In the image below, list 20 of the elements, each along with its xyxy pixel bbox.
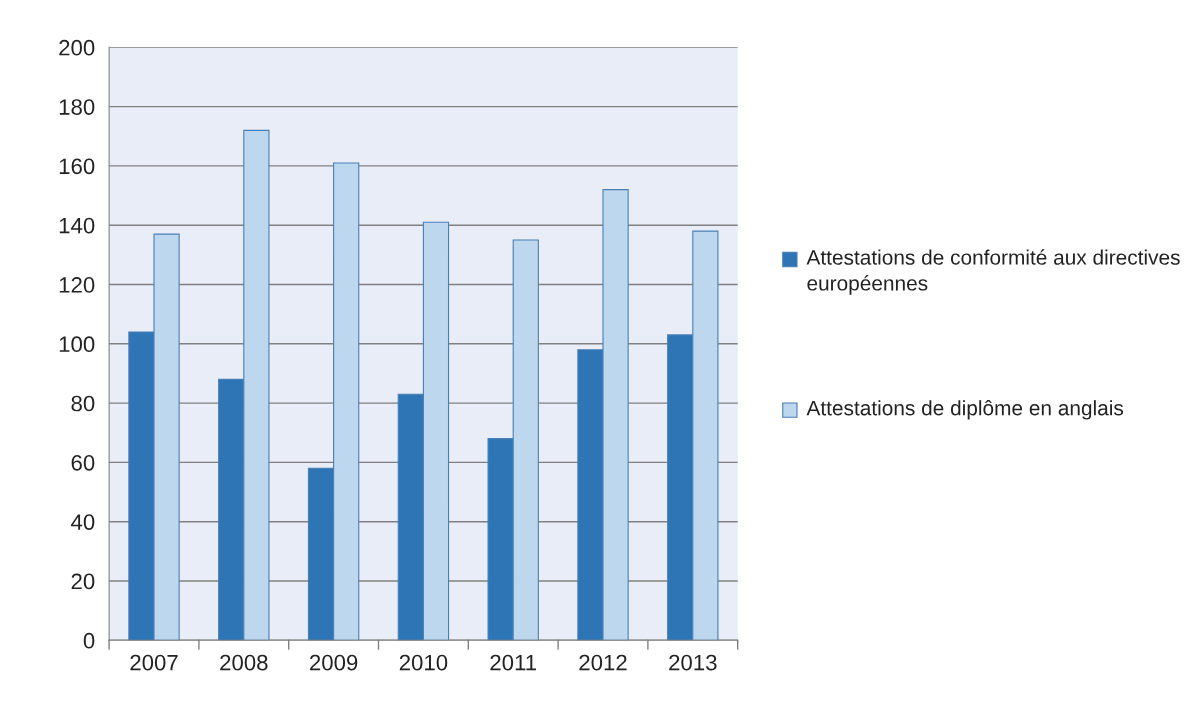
y-tick-label: 0: [83, 632, 95, 649]
y-tick-label: 120: [59, 277, 95, 293]
y-tick-label: 80: [71, 395, 95, 412]
x-tick-label: 2013: [669, 654, 717, 671]
x-tick-label: 2008: [220, 654, 268, 671]
y-tick-label: 160: [59, 158, 95, 175]
y-tick-label: 60: [71, 454, 95, 471]
y-tick-label: 100: [59, 336, 95, 353]
x-tick-label: 2010: [399, 654, 448, 671]
y-tick-label: 20: [71, 573, 95, 590]
x-tick-label: 2011: [490, 654, 537, 671]
legend-label: Attestations de diplôme en anglais: [806, 400, 1124, 420]
x-tick-label: 2009: [310, 654, 358, 671]
legend-label: Attestations de conformité aux directives européennes: [806, 249, 1180, 295]
x-tick-label: 2012: [579, 654, 627, 671]
y-tick-label: 180: [59, 99, 95, 115]
y-tick-label: 40: [71, 514, 95, 530]
y-tick-label: 140: [59, 217, 95, 234]
y-tick-label: 200: [59, 39, 95, 56]
x-tick-label: 2007: [130, 654, 178, 671]
